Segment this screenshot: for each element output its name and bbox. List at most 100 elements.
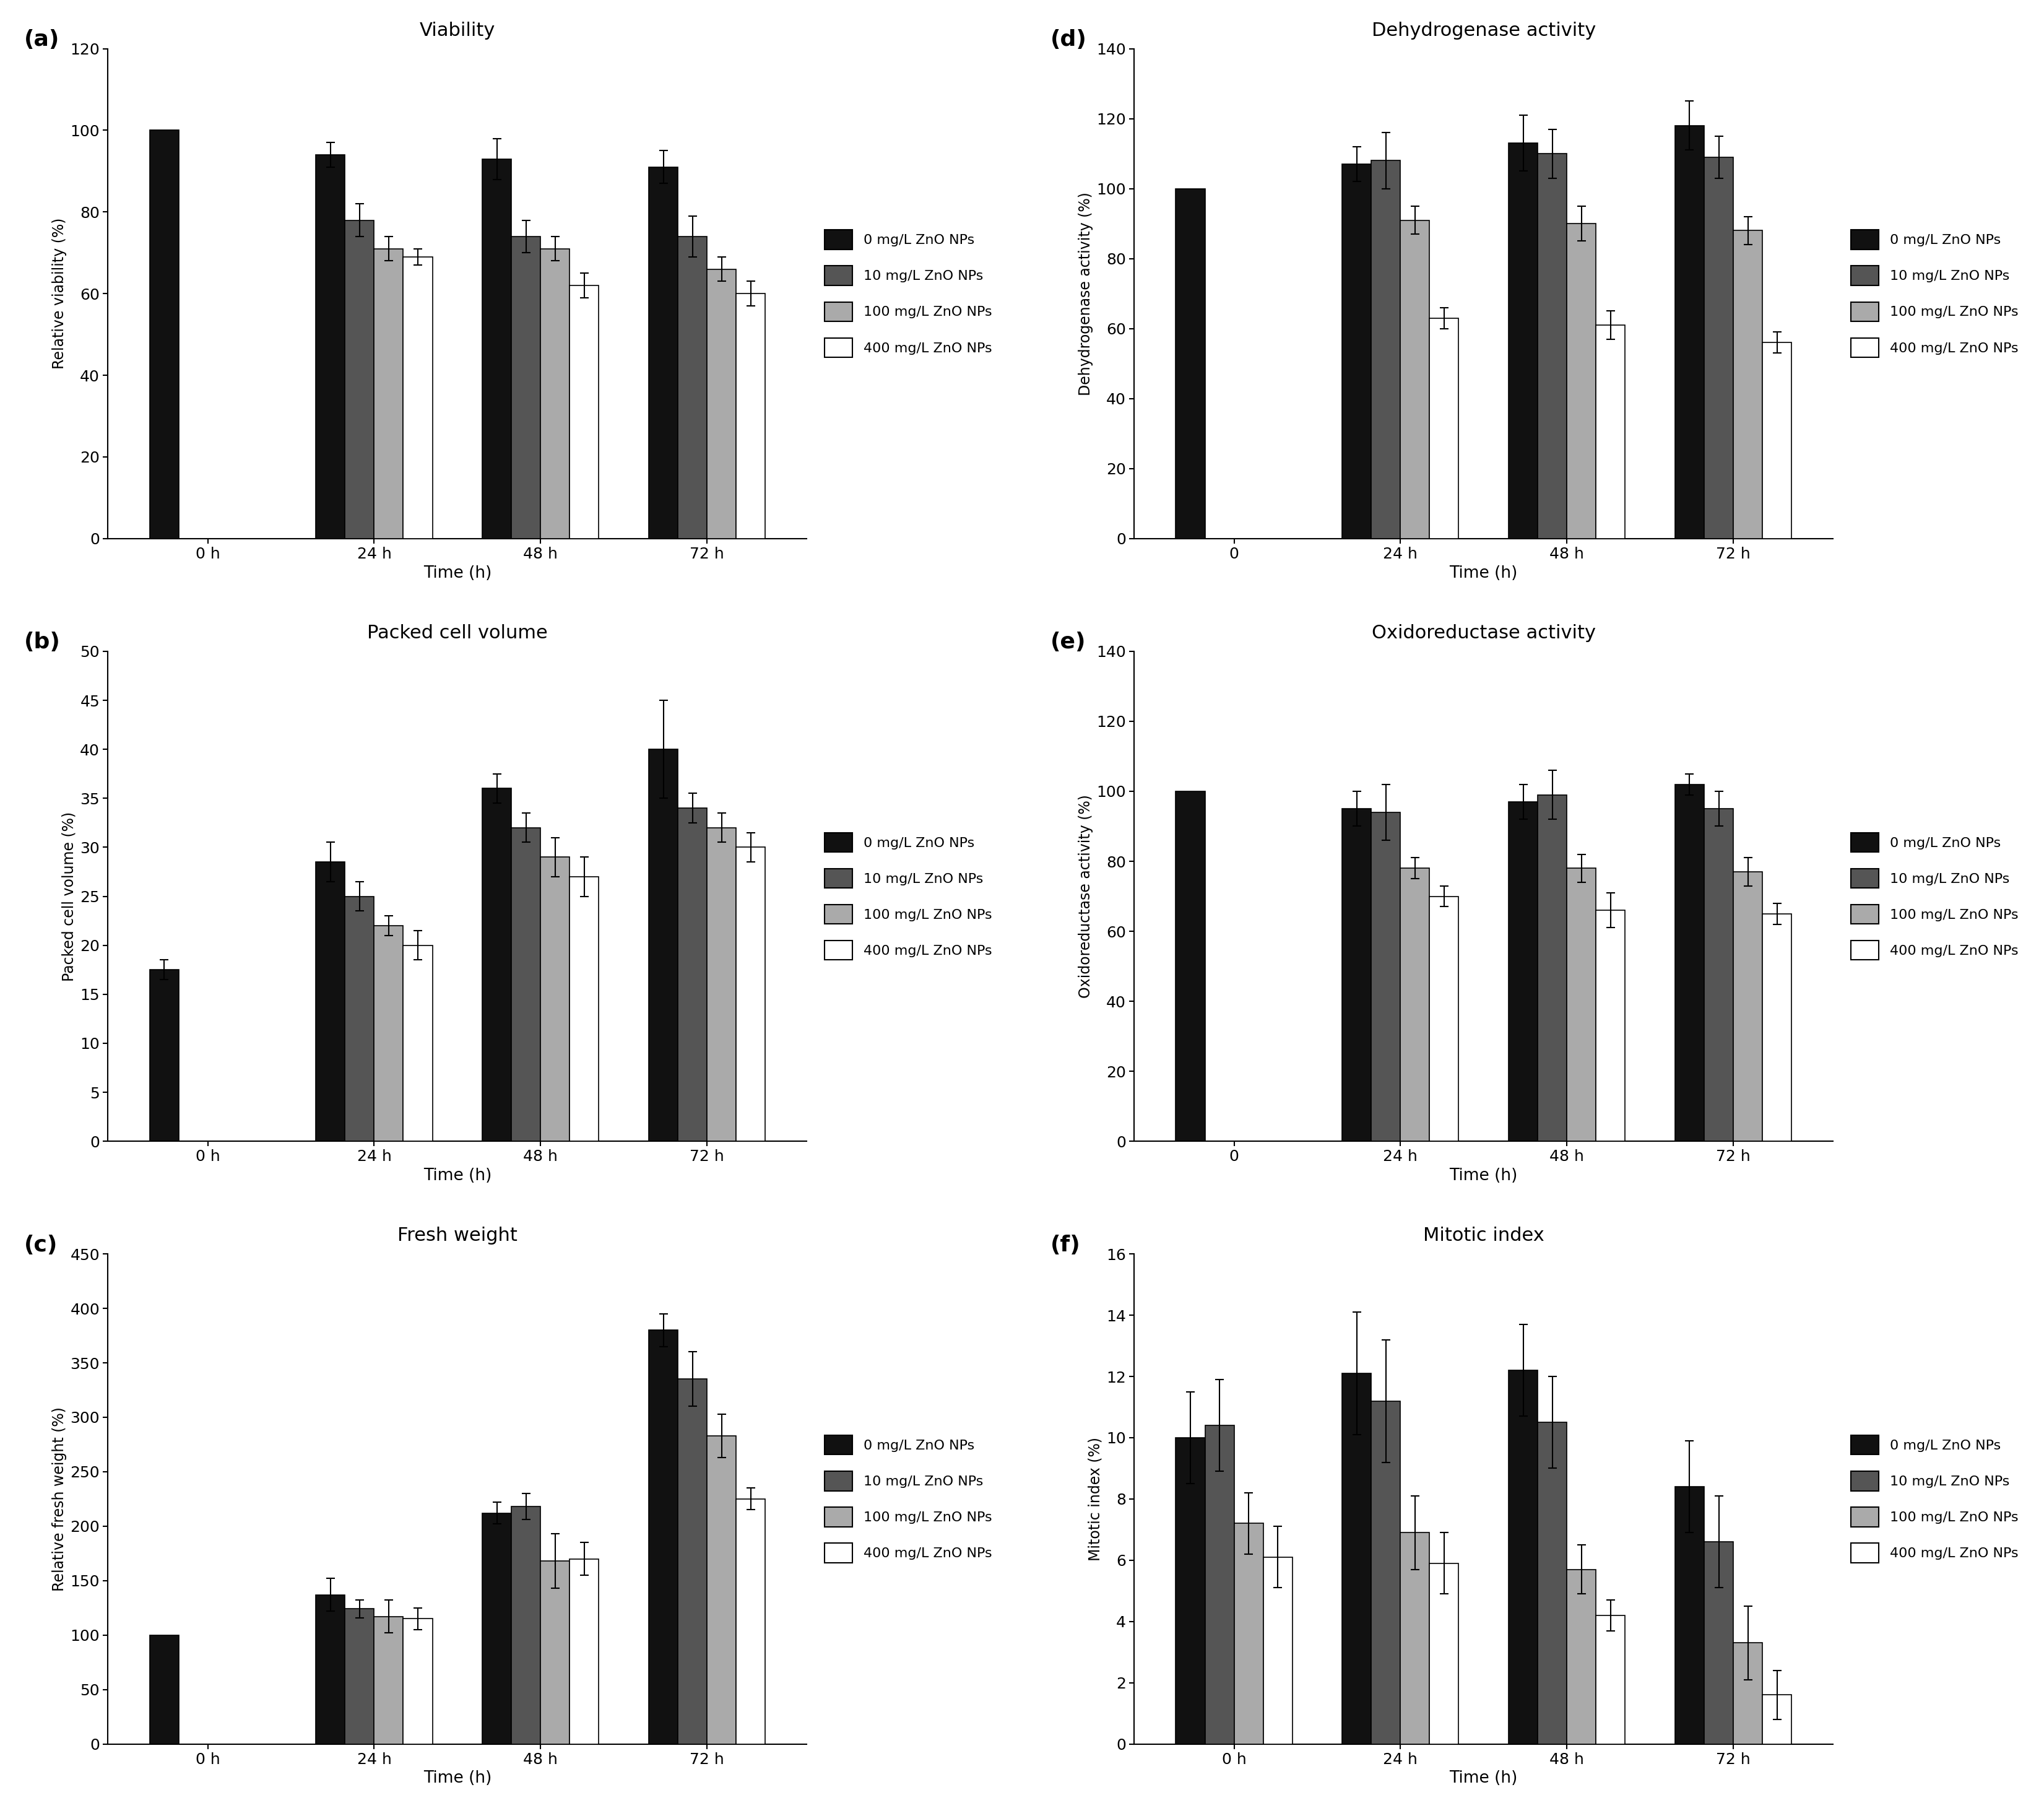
Bar	[1762, 1694, 1791, 1745]
Legend: 0 mg/L ZnO NPs, 10 mg/L ZnO NPs, 100 mg/L ZnO NPs, 400 mg/L ZnO NPs: 0 mg/L ZnO NPs, 10 mg/L ZnO NPs, 100 mg/…	[1848, 1432, 2022, 1568]
Bar	[1705, 808, 1733, 1141]
Legend: 0 mg/L ZnO NPs, 10 mg/L ZnO NPs, 100 mg/L ZnO NPs, 400 mg/L ZnO NPs: 0 mg/L ZnO NPs, 10 mg/L ZnO NPs, 100 mg/…	[1848, 226, 2022, 362]
Bar	[648, 749, 679, 1141]
X-axis label: Time (h): Time (h)	[1449, 566, 1519, 580]
Bar	[1400, 221, 1429, 539]
Bar	[317, 1595, 345, 1745]
Bar	[1429, 1564, 1459, 1745]
Text: (e): (e)	[1051, 631, 1085, 653]
Bar	[736, 848, 764, 1141]
X-axis label: Time (h): Time (h)	[1449, 1168, 1519, 1184]
Y-axis label: Relative viability (%): Relative viability (%)	[51, 219, 67, 369]
Bar	[679, 808, 707, 1141]
Bar	[317, 862, 345, 1141]
Bar	[482, 159, 511, 539]
Bar	[1508, 1370, 1537, 1745]
Bar	[707, 1436, 736, 1745]
Y-axis label: Relative fresh weight (%): Relative fresh weight (%)	[51, 1407, 67, 1591]
Text: (a): (a)	[25, 29, 59, 51]
Bar	[1733, 1643, 1762, 1745]
Legend: 0 mg/L ZnO NPs, 10 mg/L ZnO NPs, 100 mg/L ZnO NPs, 400 mg/L ZnO NPs: 0 mg/L ZnO NPs, 10 mg/L ZnO NPs, 100 mg/…	[822, 226, 995, 362]
Title: Packed cell volume: Packed cell volume	[368, 624, 548, 642]
Bar	[1568, 224, 1596, 539]
Bar	[511, 237, 540, 539]
Bar	[511, 828, 540, 1141]
Bar	[1372, 812, 1400, 1141]
Bar	[1733, 231, 1762, 539]
Bar	[736, 293, 764, 539]
Text: (f): (f)	[1051, 1235, 1081, 1255]
Bar	[648, 166, 679, 539]
Bar	[403, 1618, 433, 1745]
Bar	[1674, 125, 1705, 539]
Bar	[1343, 1374, 1372, 1745]
Bar	[1429, 318, 1459, 539]
Bar	[1204, 1425, 1235, 1745]
Bar	[1372, 161, 1400, 539]
Bar	[345, 221, 374, 539]
Bar	[317, 155, 345, 539]
Bar	[1429, 897, 1459, 1141]
Bar	[1733, 871, 1762, 1141]
Bar	[707, 828, 736, 1141]
Title: Mitotic index: Mitotic index	[1423, 1228, 1545, 1244]
Bar	[1568, 1569, 1596, 1745]
Bar	[345, 1609, 374, 1745]
Bar	[1596, 1615, 1625, 1745]
Bar	[707, 269, 736, 539]
X-axis label: Time (h): Time (h)	[1449, 1770, 1519, 1786]
Bar	[1674, 1486, 1705, 1745]
X-axis label: Time (h): Time (h)	[423, 566, 491, 580]
Bar	[1400, 868, 1429, 1141]
Bar	[1762, 913, 1791, 1141]
Bar	[482, 788, 511, 1141]
Bar	[1235, 1524, 1263, 1745]
Bar	[1596, 909, 1625, 1141]
Bar	[149, 1634, 178, 1745]
Bar	[1537, 1423, 1568, 1745]
Bar	[570, 1558, 599, 1745]
Legend: 0 mg/L ZnO NPs, 10 mg/L ZnO NPs, 100 mg/L ZnO NPs, 400 mg/L ZnO NPs: 0 mg/L ZnO NPs, 10 mg/L ZnO NPs, 100 mg/…	[822, 828, 995, 964]
Bar	[1537, 154, 1568, 539]
Bar	[482, 1513, 511, 1745]
Bar	[1175, 1437, 1204, 1745]
Text: (b): (b)	[25, 631, 61, 653]
Bar	[540, 1560, 570, 1745]
Legend: 0 mg/L ZnO NPs, 10 mg/L ZnO NPs, 100 mg/L ZnO NPs, 400 mg/L ZnO NPs: 0 mg/L ZnO NPs, 10 mg/L ZnO NPs, 100 mg/…	[822, 1432, 995, 1568]
Bar	[1508, 801, 1537, 1141]
X-axis label: Time (h): Time (h)	[423, 1770, 491, 1786]
Bar	[374, 926, 403, 1141]
Bar	[1596, 325, 1625, 539]
Bar	[1343, 165, 1372, 539]
Bar	[570, 877, 599, 1141]
Bar	[679, 237, 707, 539]
Title: Fresh weight: Fresh weight	[397, 1228, 517, 1244]
Bar	[1674, 785, 1705, 1141]
Bar	[149, 130, 178, 539]
Y-axis label: Dehydrogenase activity (%): Dehydrogenase activity (%)	[1077, 192, 1094, 396]
Bar	[374, 1616, 403, 1745]
Bar	[1175, 792, 1204, 1141]
Bar	[1568, 868, 1596, 1141]
Bar	[1372, 1401, 1400, 1745]
Bar	[540, 250, 570, 539]
Bar	[1705, 1542, 1733, 1745]
X-axis label: Time (h): Time (h)	[423, 1168, 491, 1184]
Y-axis label: Oxidoreductase activity (%): Oxidoreductase activity (%)	[1077, 794, 1094, 998]
Y-axis label: Packed cell volume (%): Packed cell volume (%)	[61, 812, 76, 982]
Bar	[1400, 1533, 1429, 1745]
Bar	[374, 250, 403, 539]
Bar	[345, 897, 374, 1141]
Y-axis label: Mitotic index (%): Mitotic index (%)	[1087, 1437, 1104, 1560]
Bar	[1175, 188, 1204, 539]
Bar	[1537, 796, 1568, 1141]
Bar	[540, 857, 570, 1141]
Bar	[403, 946, 433, 1141]
Bar	[679, 1380, 707, 1745]
Bar	[511, 1506, 540, 1745]
Title: Viability: Viability	[419, 22, 495, 40]
Bar	[1705, 157, 1733, 539]
Bar	[570, 286, 599, 539]
Bar	[1343, 808, 1372, 1141]
Legend: 0 mg/L ZnO NPs, 10 mg/L ZnO NPs, 100 mg/L ZnO NPs, 400 mg/L ZnO NPs: 0 mg/L ZnO NPs, 10 mg/L ZnO NPs, 100 mg/…	[1848, 828, 2022, 964]
